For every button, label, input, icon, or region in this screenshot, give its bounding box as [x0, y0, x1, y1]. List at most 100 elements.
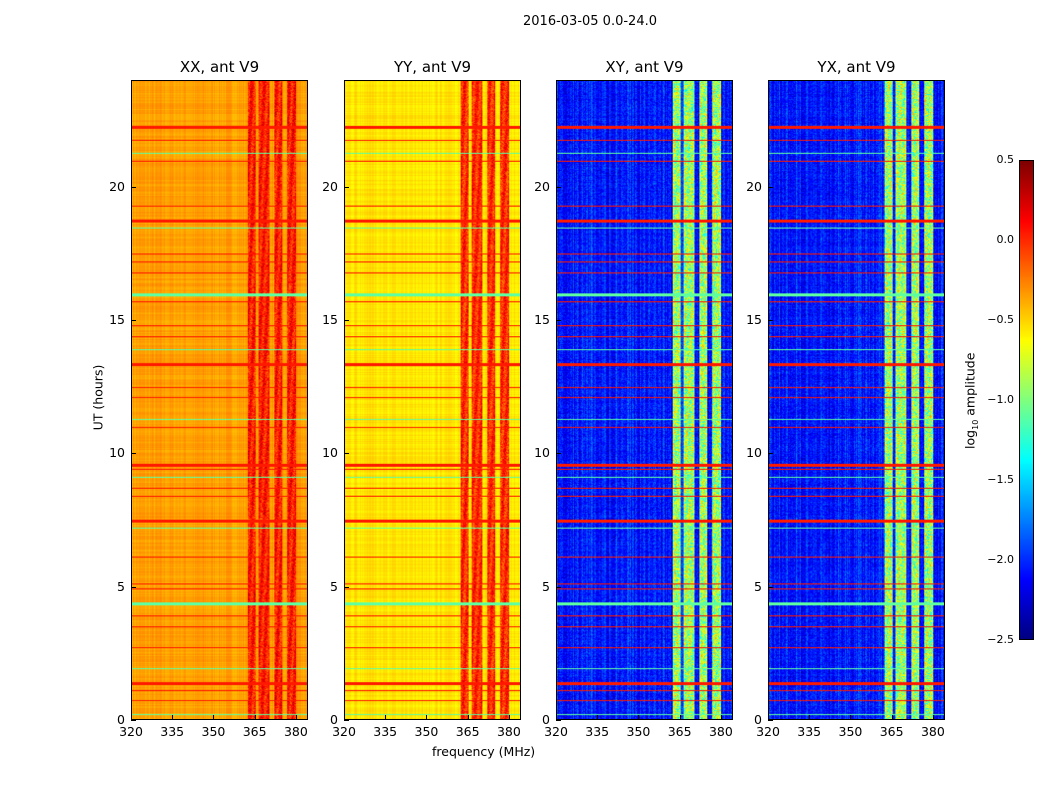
y-tick-label: 20: [534, 178, 550, 194]
y-tick-mark: [768, 586, 773, 588]
heatmap-image: [769, 81, 944, 719]
colorbar-tick-label: −2.5: [987, 633, 1014, 646]
x-tick-label: 320: [332, 724, 356, 739]
x-tick-mark: [850, 715, 852, 720]
x-tick-label: 365: [242, 724, 267, 739]
y-tick-label: 10: [746, 445, 762, 461]
x-tick-mark: [131, 715, 132, 720]
panel-title: YX, ant V9: [817, 58, 896, 76]
x-tick-label: 365: [455, 724, 480, 739]
y-tick-mark: [768, 186, 773, 188]
colorbar-tick-label: −1.0: [987, 393, 1014, 406]
x-tick-label: 320: [119, 724, 143, 739]
y-tick-mark: [131, 186, 136, 188]
heatmap-image: [132, 81, 307, 719]
y-tick-mark: [344, 453, 349, 455]
x-tick-mark: [809, 715, 811, 720]
x-tick-label: 365: [879, 724, 904, 739]
x-tick-label: 380: [708, 724, 733, 739]
y-tick-label: 10: [109, 445, 125, 461]
x-tick-label: 335: [585, 724, 610, 739]
x-tick-mark: [426, 715, 428, 720]
y-tick-mark: [131, 586, 136, 588]
y-tick-label: 0: [542, 712, 550, 727]
y-tick-mark: [344, 720, 349, 721]
x-tick-label: 320: [544, 724, 568, 739]
x-tick-mark: [891, 715, 893, 720]
heatmap-panel: [556, 80, 733, 720]
colorbar: [1019, 160, 1034, 640]
colorbar-tick-label: −1.5: [987, 473, 1014, 486]
x-tick-mark: [385, 715, 387, 720]
y-tick-mark: [768, 320, 773, 321]
x-tick-mark: [768, 715, 769, 720]
y-tick-mark: [768, 453, 773, 455]
panel-title: XX, ant V9: [179, 58, 260, 76]
y-tick-label: 20: [322, 178, 338, 194]
y-tick-mark: [556, 720, 561, 721]
x-tick-mark: [295, 715, 297, 720]
y-tick-label: 20: [746, 178, 762, 194]
x-tick-label: 350: [626, 724, 651, 739]
y-tick-mark: [131, 453, 136, 455]
y-tick-label: 0: [117, 712, 125, 727]
x-tick-label: 320: [756, 724, 780, 739]
y-tick-label: 0: [330, 712, 338, 727]
y-tick-label: 5: [330, 578, 338, 594]
x-tick-mark: [679, 715, 681, 720]
y-tick-mark: [131, 720, 136, 721]
x-tick-label: 380: [283, 724, 308, 739]
colorbar-tick-label: −2.0: [987, 553, 1014, 566]
x-tick-label: 350: [414, 724, 439, 739]
y-tick-label: 20: [109, 178, 125, 194]
heatmap-panel: [768, 80, 945, 720]
heatmap-image: [557, 81, 732, 719]
x-tick-label: 350: [838, 724, 863, 739]
x-tick-mark: [508, 715, 510, 720]
y-tick-label: 5: [117, 578, 125, 594]
panel-title: YY, ant V9: [393, 58, 471, 76]
panel-title: XY, ant V9: [605, 58, 684, 76]
colorbar-tick-label: −0.5: [987, 313, 1014, 326]
y-tick-mark: [344, 320, 349, 321]
y-tick-label: 15: [109, 312, 125, 327]
y-tick-mark: [768, 720, 773, 721]
y-tick-mark: [556, 320, 561, 321]
heatmap-image: [345, 81, 520, 719]
x-tick-mark: [638, 715, 640, 720]
x-tick-mark: [344, 715, 345, 720]
x-tick-mark: [213, 715, 215, 720]
colorbar-tick-label: 0.5: [996, 153, 1015, 166]
colorbar-label: log10 amplitude: [962, 352, 980, 449]
y-tick-label: 0: [754, 712, 762, 727]
x-tick-label: 365: [667, 724, 692, 739]
y-tick-mark: [344, 186, 349, 188]
y-tick-mark: [344, 586, 349, 588]
x-axis-label: frequency (MHz): [432, 744, 536, 759]
x-tick-label: 335: [797, 724, 822, 739]
x-tick-mark: [556, 715, 557, 720]
colorbar-tick-label: 0.0: [996, 233, 1015, 246]
y-tick-mark: [131, 320, 136, 321]
x-tick-label: 350: [201, 724, 226, 739]
figure-title: 2016-03-05 0.0-24.0: [523, 14, 657, 29]
x-tick-mark: [254, 715, 256, 720]
x-tick-mark: [597, 715, 599, 720]
y-tick-mark: [556, 586, 561, 588]
y-tick-label: 5: [754, 578, 762, 594]
heatmap-panel: [131, 80, 308, 720]
x-tick-mark: [720, 715, 722, 720]
y-tick-label: 15: [534, 312, 550, 327]
y-tick-label: 10: [534, 445, 550, 461]
y-tick-label: 5: [542, 578, 550, 594]
x-tick-mark: [932, 715, 934, 720]
y-tick-label: 15: [322, 312, 338, 327]
y-tick-label: 15: [746, 312, 762, 327]
x-tick-mark: [172, 715, 174, 720]
y-tick-mark: [556, 453, 561, 455]
heatmap-panel: [344, 80, 521, 720]
y-tick-mark: [556, 186, 561, 188]
x-tick-label: 335: [373, 724, 398, 739]
x-tick-label: 335: [160, 724, 185, 739]
